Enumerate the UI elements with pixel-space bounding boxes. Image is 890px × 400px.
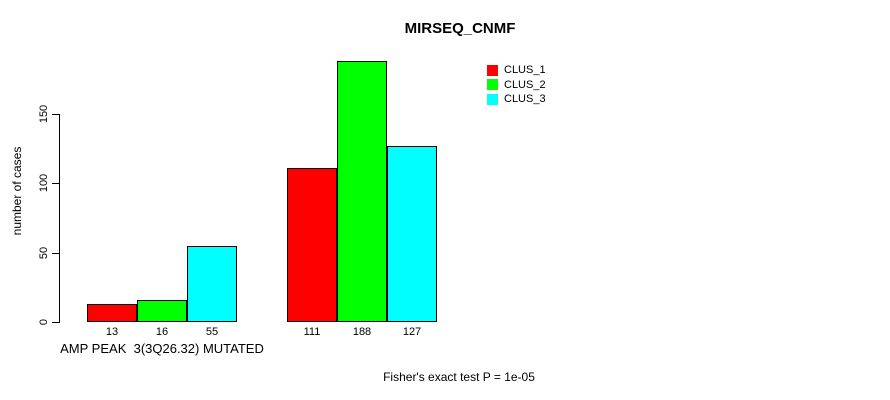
bar-value-label: 127: [402, 326, 422, 338]
bar-value-label: 111: [303, 326, 321, 338]
legend-swatch-icon: [487, 93, 498, 105]
legend-swatch-icon: [487, 79, 498, 91]
y-tick-label: 100: [38, 174, 50, 193]
y-tick-mark: [52, 252, 59, 254]
bar-clus_1-group1: [87, 304, 137, 322]
y-axis-line: [59, 114, 60, 323]
bar-value-label: 188: [352, 326, 372, 338]
y-tick-label: 150: [38, 104, 50, 124]
y-tick-label: 0: [38, 318, 50, 326]
legend-item-clus_3: CLUS_3: [487, 93, 546, 105]
x-axis-group-label: AMP PEAK 3(3Q26.32) MUTATED: [60, 341, 264, 356]
chart-title: MIRSEQ_CNMF: [404, 20, 516, 37]
y-tick-mark: [52, 183, 59, 185]
legend-item-clus_2: CLUS_2: [487, 79, 546, 91]
bar-value-label: 55: [205, 326, 219, 338]
fisher-test-annotation: Fisher's exact test P = 1e-05: [383, 370, 535, 384]
bar-clus_3-group2: [387, 146, 437, 322]
legend-item-clus_1: CLUS_1: [487, 64, 546, 76]
legend-swatch-icon: [487, 64, 498, 76]
bar-clus_2-group2: [337, 61, 387, 322]
legend-label: CLUS_1: [504, 64, 546, 76]
y-axis-label: number of cases: [10, 146, 24, 236]
bar-value-label: 16: [155, 326, 169, 338]
bar-clus_3-group1: [187, 246, 237, 322]
bar-value-label: 13: [105, 326, 119, 338]
bar-clus_1-group2: [287, 168, 337, 322]
y-tick-mark: [52, 322, 59, 323]
y-tick-label: 50: [38, 246, 50, 259]
legend-label: CLUS_2: [504, 78, 546, 91]
y-tick-mark: [52, 114, 59, 115]
bar-clus_2-group1: [137, 300, 187, 322]
legend-label: CLUS_3: [504, 93, 546, 106]
